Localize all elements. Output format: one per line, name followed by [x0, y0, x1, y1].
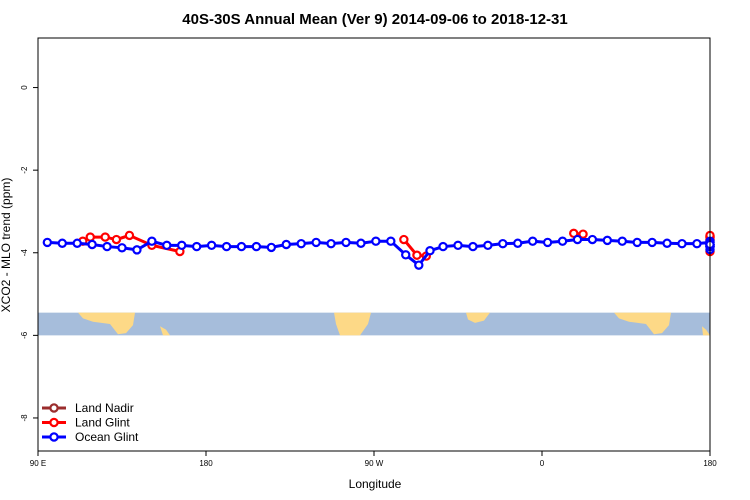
y-tick-label: -8 — [20, 414, 29, 422]
series-layer — [42, 228, 715, 270]
data-point — [266, 242, 277, 253]
x-axis: 90 E 180 90 W 0 180 — [30, 451, 717, 468]
legend-swatch-marker — [49, 432, 59, 442]
chart-title: 40S-30S Annual Mean (Ver 9) 2014-09-06 t… — [182, 11, 567, 28]
land-australia-repeat — [614, 312, 671, 335]
data-point — [557, 236, 568, 246]
data-point — [498, 238, 508, 249]
x-axis-label: Longitude — [349, 477, 402, 491]
land-south-africa — [466, 312, 490, 323]
land-new-zealand — [160, 326, 170, 336]
data-point — [412, 250, 422, 260]
data-point — [311, 237, 321, 248]
x-tick-label: 180 — [199, 459, 213, 468]
data-point — [587, 234, 598, 245]
land-australia — [78, 312, 135, 335]
data-point — [578, 229, 588, 239]
data-point — [453, 240, 463, 251]
land-south-america — [334, 312, 371, 336]
legend-item: Land Glint — [42, 416, 130, 430]
x-tick-label: 0 — [540, 459, 545, 468]
data-point — [602, 235, 613, 246]
data-point — [191, 241, 202, 252]
x-tick-label: 90 E — [30, 459, 46, 468]
series-line — [47, 238, 712, 268]
data-point — [513, 238, 523, 248]
legend-item: Land Nadir — [42, 401, 134, 415]
data-point — [527, 236, 538, 246]
data-point — [236, 241, 247, 252]
data-point — [221, 241, 232, 252]
data-point — [617, 236, 627, 246]
data-point — [425, 245, 435, 256]
data-point — [117, 243, 127, 253]
legend-label: Land Nadir — [75, 401, 134, 415]
y-tick-label: 0 — [20, 85, 29, 90]
data-point — [483, 240, 493, 251]
y-axis: 0 -2 -4 -6 -8 — [20, 85, 38, 422]
data-point — [468, 241, 478, 252]
data-point — [124, 230, 135, 241]
data-point — [647, 237, 657, 248]
data-point — [632, 237, 642, 248]
data-point — [162, 240, 172, 251]
legend-item: Ocean Glint — [42, 430, 139, 444]
data-point — [341, 237, 351, 248]
legend-label: Ocean Glint — [75, 430, 139, 444]
data-point — [401, 250, 411, 260]
data-point — [57, 238, 67, 248]
data-point — [100, 232, 110, 242]
data-point — [72, 238, 82, 248]
data-point — [572, 234, 583, 245]
data-point — [42, 237, 53, 248]
legend-swatch-marker — [49, 403, 59, 413]
y-tick-label: -6 — [20, 331, 29, 339]
data-point — [87, 239, 97, 250]
data-point — [386, 236, 396, 246]
data-point — [692, 238, 702, 249]
data-point — [326, 238, 336, 249]
data-point — [662, 238, 672, 248]
data-point — [677, 238, 687, 249]
data-point — [132, 245, 142, 255]
data-point — [111, 234, 122, 245]
data-point — [147, 236, 157, 246]
data-point — [206, 240, 217, 251]
data-point — [251, 241, 262, 252]
data-point — [102, 241, 112, 252]
map-ocean — [38, 312, 710, 336]
x-tick-label: 180 — [703, 459, 717, 468]
x-tick-label: 90 W — [365, 459, 384, 468]
data-point — [438, 241, 448, 252]
y-tick-label: -2 — [20, 166, 29, 174]
y-tick-label: -4 — [20, 249, 29, 257]
legend-label: Land Glint — [75, 416, 130, 430]
data-point — [542, 237, 553, 248]
data-point — [399, 234, 409, 245]
legend-swatch-marker — [49, 417, 59, 428]
y-axis-label: XCO2 - MLO trend (ppm) — [0, 178, 13, 313]
data-point — [85, 232, 95, 242]
data-point — [177, 240, 187, 251]
data-point — [414, 260, 424, 270]
data-point — [371, 236, 381, 246]
data-point — [356, 238, 366, 248]
data-point — [281, 239, 291, 250]
land-new-zealand-repeat — [702, 326, 710, 336]
map-band — [38, 312, 710, 336]
data-point — [296, 238, 306, 249]
